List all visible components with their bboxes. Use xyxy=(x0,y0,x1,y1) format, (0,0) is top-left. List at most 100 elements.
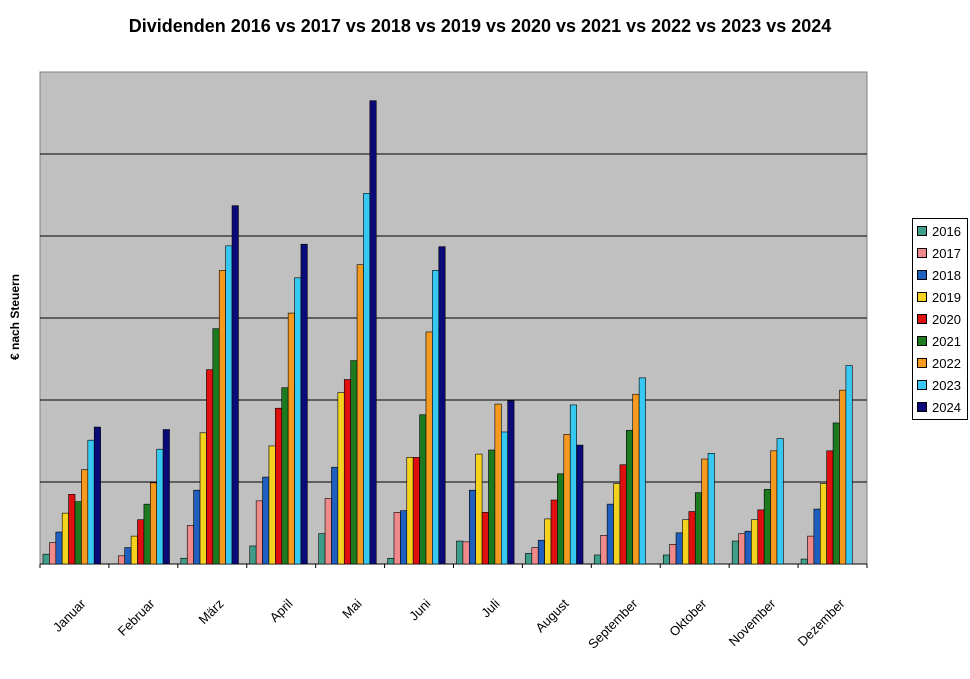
bar-2023-November xyxy=(776,438,784,565)
bar-2020-April xyxy=(275,407,283,565)
bar-2023-Dezember xyxy=(845,365,853,565)
bar-2023-Oktober xyxy=(707,452,715,565)
bar-2020-Juni xyxy=(412,457,420,565)
bar-2018-Juni xyxy=(400,510,408,565)
bar-2020-Januar xyxy=(68,493,76,565)
bar-2019-Juni xyxy=(406,457,414,565)
bar-2021-März xyxy=(212,328,220,565)
legend-label: 2016 xyxy=(932,223,961,239)
legend-item-2022: 2022 xyxy=(913,352,967,374)
bar-2019-Januar xyxy=(61,512,69,565)
bar-2020-März xyxy=(206,369,214,565)
bar-2021-Juli xyxy=(488,449,496,565)
bar-2016-Januar xyxy=(42,553,50,565)
bar-2018-Juli xyxy=(468,489,476,565)
bar-2017-Februar xyxy=(118,555,126,565)
legend: 2016 2017 2018 2019 2020 2021 2022 2023 2024 xyxy=(912,218,968,420)
bar-2021-Oktober xyxy=(694,492,702,565)
legend-swatch xyxy=(917,248,927,258)
legend-item-2018: 2018 xyxy=(913,264,967,286)
bar-2019-Dezember xyxy=(819,483,827,565)
bar-2023-Januar xyxy=(87,439,95,565)
bar-2017-August xyxy=(531,547,539,565)
legend-label: 2021 xyxy=(932,333,961,349)
bar-2017-April xyxy=(255,500,263,565)
bar-2021-Juni xyxy=(419,414,427,565)
bar-2023-August xyxy=(569,404,577,565)
bar-2018-November xyxy=(744,530,752,565)
bar-2018-Oktober xyxy=(675,532,683,565)
bar-2022-September xyxy=(632,393,640,565)
legend-item-2020: 2020 xyxy=(913,308,967,330)
bar-2018-September xyxy=(606,503,614,565)
bar-2022-März xyxy=(218,270,226,565)
bar-2016-März xyxy=(180,557,188,565)
bar-2020-Juli xyxy=(481,512,489,565)
bar-2024-März xyxy=(231,205,239,565)
legend-label: 2024 xyxy=(932,399,961,415)
legend-label: 2020 xyxy=(932,311,961,327)
legend-swatch xyxy=(917,292,927,302)
legend-item-2017: 2017 xyxy=(913,242,967,264)
bar-2017-Juli xyxy=(462,541,470,565)
bar-2022-Mai xyxy=(356,264,364,565)
bar-2016-Mai xyxy=(318,533,326,565)
bar-2021-Januar xyxy=(74,501,82,565)
bar-2019-April xyxy=(268,445,276,565)
bar-2024-Januar xyxy=(93,426,101,565)
chart-title: Dividenden 2016 vs 2017 vs 2018 vs 2019 … xyxy=(128,16,832,36)
bar-2019-Mai xyxy=(337,392,345,565)
bar-2018-April xyxy=(262,476,270,565)
bar-2023-Mai xyxy=(363,193,371,565)
bar-2018-Mai xyxy=(331,466,339,565)
bar-2023-Februar xyxy=(156,448,164,565)
bar-2019-November xyxy=(751,519,759,565)
bar-2017-Januar xyxy=(49,542,57,565)
bar-2021-September xyxy=(626,430,634,565)
bar-2018-März xyxy=(193,489,201,565)
bar-2019-August xyxy=(544,518,552,565)
legend-swatch xyxy=(917,270,927,280)
bar-2022-April xyxy=(287,312,295,565)
bar-2022-Oktober xyxy=(701,458,709,565)
bar-2020-Dezember xyxy=(826,450,834,565)
bar-2016-April xyxy=(249,545,257,565)
bar-2017-November xyxy=(738,533,746,565)
bar-2022-August xyxy=(563,434,571,565)
bar-2017-Mai xyxy=(324,498,332,565)
bar-2020-Mai xyxy=(343,379,351,565)
legend-item-2019: 2019 xyxy=(913,286,967,308)
bar-2020-November xyxy=(757,509,765,565)
bar-2020-August xyxy=(550,499,558,565)
bar-2020-Februar xyxy=(137,519,145,565)
bar-2021-Dezember xyxy=(832,422,840,565)
bar-2023-Juli xyxy=(500,431,508,565)
legend-swatch xyxy=(917,402,927,412)
bar-2024-Juni xyxy=(438,246,446,565)
legend-swatch xyxy=(917,358,927,368)
bar-2016-Juli xyxy=(456,540,464,565)
bar-2016-November xyxy=(731,540,739,565)
bar-2024-Juli xyxy=(507,400,515,565)
bar-2021-Februar xyxy=(143,503,151,565)
bar-2019-Februar xyxy=(130,535,138,565)
bar-2022-Juli xyxy=(494,403,502,565)
bar-2018-August xyxy=(537,539,545,565)
bar-2016-Dezember xyxy=(800,558,808,565)
bar-2023-April xyxy=(294,277,302,565)
legend-label: 2017 xyxy=(932,245,961,261)
legend-label: 2022 xyxy=(932,355,961,371)
bar-2021-Mai xyxy=(350,360,358,565)
legend-item-2023: 2023 xyxy=(913,374,967,396)
bar-2022-Juni xyxy=(425,331,433,565)
bar-2016-Oktober xyxy=(662,554,670,565)
bar-2020-Oktober xyxy=(688,511,696,565)
bar-2017-Dezember xyxy=(807,535,815,565)
legend-swatch xyxy=(917,226,927,236)
bar-2019-März xyxy=(199,432,207,565)
bar-2022-Februar xyxy=(150,482,158,565)
bar-2017-Juni xyxy=(393,512,401,565)
bar-2018-Februar xyxy=(124,547,132,565)
bar-2016-September xyxy=(594,554,602,565)
